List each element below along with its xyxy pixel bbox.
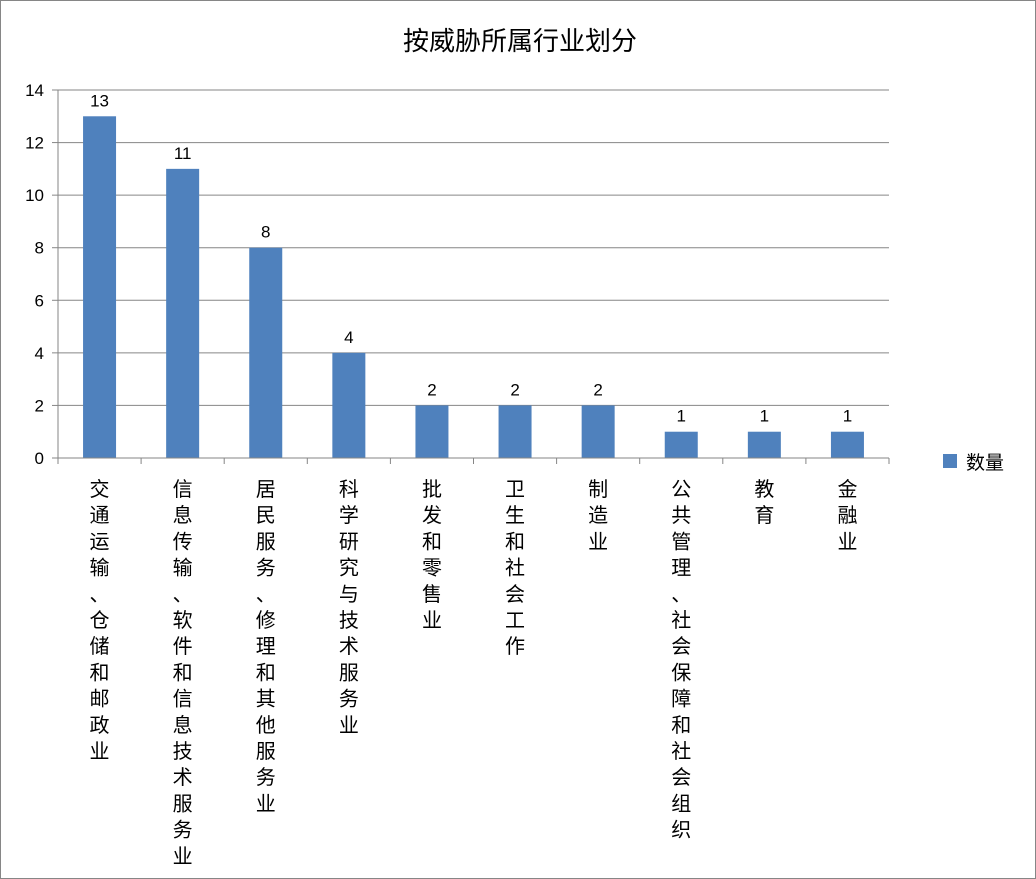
data-label: 4 (344, 328, 353, 347)
bar (664, 431, 698, 458)
category-label: 公共管理、社会保障和社会组织 (671, 477, 691, 842)
category-label: 制造业 (588, 477, 608, 553)
category-label: 批发和零售业 (422, 477, 442, 632)
category-label: 信息传输、软件和信息技术服务业 (173, 477, 193, 868)
data-label: 1 (760, 407, 769, 426)
data-label: 8 (261, 223, 270, 242)
data-label: 13 (90, 91, 109, 110)
y-tick-label: 4 (35, 344, 44, 363)
legend-label: 数量 (966, 452, 1004, 474)
bar (581, 405, 615, 458)
legend-swatch (943, 454, 957, 468)
data-label: 1 (677, 407, 686, 426)
y-tick-label: 8 (35, 239, 44, 258)
y-tick-labels: 0 2 4 6 8 10 12 14 (25, 81, 44, 468)
bar (249, 247, 283, 458)
bar (166, 168, 200, 458)
y-tick-label: 12 (25, 134, 44, 153)
category-label: 科学研究与技术服务业 (339, 477, 359, 737)
data-label: 11 (174, 144, 192, 163)
bars (83, 116, 864, 459)
y-tick-label: 0 (35, 449, 44, 468)
bar (83, 116, 117, 459)
category-label: 金融业 (837, 477, 857, 553)
data-label: 1 (843, 407, 852, 426)
data-label: 2 (427, 380, 436, 399)
y-tick-label: 6 (35, 291, 44, 310)
category-label: 交通运输、仓储和邮政业 (90, 477, 110, 763)
bar (747, 431, 781, 458)
data-label: 2 (593, 380, 602, 399)
bar (498, 405, 532, 458)
chart-title: 按威胁所属行业划分 (403, 27, 637, 57)
bar (332, 352, 366, 458)
y-tick-label: 14 (25, 81, 44, 100)
bar (415, 405, 449, 458)
axes (57, 90, 890, 464)
y-tick-label: 10 (25, 186, 44, 205)
data-label: 2 (510, 380, 519, 399)
category-labels: 交通运输、仓储和邮政业 信息传输、软件和信息技术服务业 居民服务、修理和其他服务业 科… (90, 477, 858, 868)
category-label: 卫生和社会工作 (505, 477, 525, 658)
category-label: 居民服务、修理和其他服务业 (256, 477, 276, 815)
y-tick-label: 2 (35, 396, 44, 415)
bar (830, 431, 864, 458)
category-label: 教育 (754, 477, 774, 527)
legend: 数量 (943, 452, 1004, 474)
